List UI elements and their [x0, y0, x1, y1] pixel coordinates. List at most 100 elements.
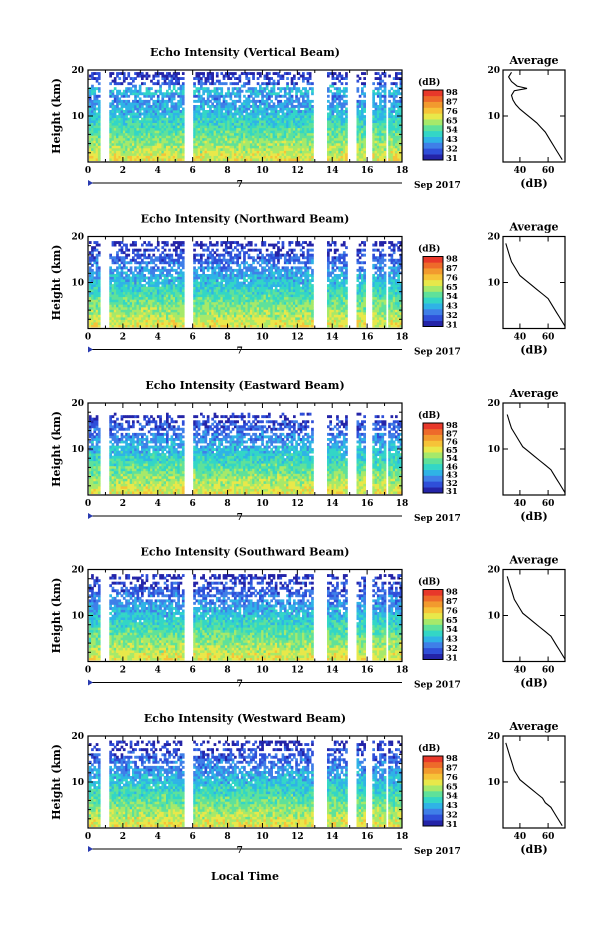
heatmap-cell: [240, 110, 244, 113]
heatmap-cell: [295, 145, 298, 149]
heatmap-cell: [243, 125, 246, 129]
heatmap-cell: [379, 77, 382, 80]
heatmap-cell: [302, 112, 305, 116]
heatmap-cell: [259, 140, 262, 144]
heatmap-cell: [145, 294, 149, 298]
heatmap-cell: [175, 306, 178, 310]
heatmap-cell: [236, 120, 239, 123]
heatmap-cell: [181, 281, 185, 285]
heatmap-cell: [159, 92, 162, 96]
heatmap-cell: [293, 135, 296, 139]
heatmap-cell: [247, 125, 251, 129]
heatmap-cell: [134, 281, 137, 285]
heatmap-cell: [306, 122, 310, 126]
heatmap-cell: [193, 135, 196, 139]
heatmap-cell: [145, 92, 149, 96]
heatmap-cell: [379, 153, 382, 156]
heatmap-cell: [170, 314, 174, 318]
heatmap-cell: [197, 140, 201, 144]
heatmap-cell: [116, 274, 119, 277]
heatmap-cell: [231, 89, 235, 93]
heatmap-cell: [361, 145, 364, 149]
heatmap-cell: [227, 132, 230, 136]
heatmap-cell: [302, 127, 305, 131]
heatmap-cell: [327, 89, 330, 93]
heatmap-cell: [143, 317, 146, 320]
heatmap-cell: [274, 105, 278, 108]
heatmap-cell: [120, 256, 124, 260]
heatmap-cell: [213, 130, 217, 134]
heatmap-cell: [342, 112, 346, 116]
heatmap-cell: [240, 158, 244, 161]
heatmap-cell: [141, 125, 144, 129]
heatmap-cell: [395, 115, 398, 118]
heatmap-cell: [204, 324, 208, 328]
heatmap-cell: [231, 155, 235, 159]
heatmap-cell: [166, 158, 169, 161]
heatmap-cell: [175, 291, 178, 295]
heatmap-cell: [231, 125, 235, 129]
heatmap-cell: [170, 110, 174, 113]
heatmap-cell: [361, 135, 364, 139]
heatmap-cell: [197, 309, 201, 313]
heatmap-cell: [132, 145, 135, 149]
heatmap-cell: [379, 127, 382, 131]
heatmap-cell: [358, 140, 362, 144]
heatmap-cell: [145, 117, 149, 121]
heatmap-cell: [372, 148, 375, 151]
heatmap-cell: [95, 271, 99, 275]
heatmap-cell: [222, 145, 226, 149]
heatmap-cell: [363, 153, 366, 156]
heatmap-cell: [177, 256, 180, 260]
heatmap-cell: [181, 153, 185, 156]
heatmap-cell: [211, 311, 214, 315]
heatmap-cell: [197, 299, 201, 303]
heatmap-cell: [166, 271, 169, 275]
heatmap-cell: [327, 145, 330, 149]
heatmap-cell: [342, 158, 346, 161]
heatmap-cell: [218, 82, 221, 86]
heatmap-cell: [293, 125, 296, 129]
heatmap-cell: [193, 322, 196, 325]
heatmap-cell: [229, 145, 233, 149]
heatmap-cell: [238, 130, 242, 134]
heatmap-cell: [136, 281, 140, 285]
heatmap-cell: [306, 79, 310, 83]
heatmap-cell: [224, 137, 228, 141]
heatmap-cell: [200, 243, 203, 247]
heatmap-cell: [129, 291, 133, 295]
heatmap-cell: [134, 115, 137, 118]
heatmap-cell: [116, 72, 119, 75]
heatmap-cell: [138, 140, 142, 144]
heatmap-cell: [177, 324, 180, 328]
heatmap-cell: [141, 309, 144, 313]
heatmap-cell: [293, 142, 296, 146]
heatmap-cell: [306, 92, 310, 96]
heatmap-cell: [150, 112, 153, 116]
heatmap-cell: [141, 153, 144, 156]
heatmap-cell: [154, 274, 158, 277]
heatmap-cell: [218, 299, 221, 303]
heatmap-cell: [120, 137, 124, 141]
heatmap-cell: [372, 120, 375, 123]
heatmap-cell: [227, 140, 230, 144]
heatmap-cell: [333, 117, 337, 121]
heatmap-cell: [113, 324, 117, 328]
heatmap-cell: [299, 158, 303, 161]
heatmap-cell: [342, 87, 346, 91]
heatmap-cell: [118, 311, 122, 315]
heatmap-cell: [229, 77, 233, 80]
heatmap-cell: [279, 135, 283, 139]
heatmap-cell: [279, 140, 283, 144]
heatmap-cell: [95, 279, 99, 282]
heatmap-cell: [220, 148, 224, 151]
heatmap-cell: [363, 72, 366, 75]
heatmap-cell: [204, 322, 208, 325]
heatmap-cell: [134, 89, 137, 93]
heatmap-cell: [218, 107, 221, 111]
heatmap-cell: [147, 94, 151, 98]
heatmap-cell: [138, 256, 142, 260]
heatmap-cell: [263, 89, 267, 93]
heatmap-cell: [154, 142, 158, 146]
heatmap-cell: [147, 243, 151, 247]
